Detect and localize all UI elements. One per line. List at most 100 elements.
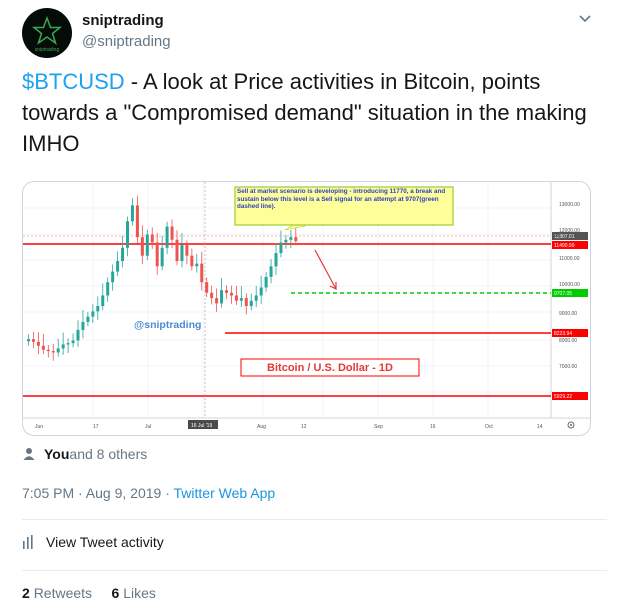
candle-body <box>76 329 80 341</box>
tweet-body: - A look at Price activities in Bitcoin,… <box>22 69 587 156</box>
candlestick-series <box>27 195 298 361</box>
candle-body <box>185 245 189 256</box>
candle-body <box>140 237 144 256</box>
chevron-down-icon[interactable] <box>576 12 594 26</box>
crosshair-date-tag <box>188 420 218 429</box>
candle-body <box>31 339 35 342</box>
person-icon <box>22 447 36 461</box>
candle-body <box>215 298 219 304</box>
x-tick-label: 17 <box>93 424 99 430</box>
x-tick-label: Oct <box>485 424 493 430</box>
meta-separator: · <box>161 485 174 501</box>
candle-body <box>41 345 45 350</box>
candle-body <box>116 261 120 272</box>
y-tick-label: 9000.00 <box>559 311 577 317</box>
candle-body <box>106 282 110 296</box>
candle-body <box>195 263 199 267</box>
candle-body <box>160 247 164 267</box>
cashtag-link[interactable]: $BTCUSD <box>22 69 125 94</box>
x-tick-label: 16 Jul '19 <box>191 423 212 429</box>
liked-by[interactable]: You and 8 others <box>22 446 147 462</box>
view-activity-label: View Tweet activity <box>46 534 164 550</box>
likes-count-link[interactable]: 6 Likes <box>111 585 156 601</box>
candle-body <box>71 340 75 344</box>
candle-body <box>180 245 184 261</box>
candle-body <box>234 295 238 301</box>
candle-body <box>91 311 95 317</box>
candle-body <box>200 263 204 283</box>
divider <box>22 570 607 571</box>
chart-title-box <box>240 358 420 377</box>
x-tick-label: 14 <box>537 424 543 430</box>
candle-body <box>294 237 298 242</box>
candle-body <box>36 341 40 346</box>
candle-body <box>264 276 268 288</box>
candle-body <box>135 205 139 238</box>
candle-body <box>130 205 134 222</box>
candle-body <box>190 255 194 267</box>
x-tick-label: Jul <box>145 424 151 430</box>
y-tick-label: 8000.00 <box>559 338 577 344</box>
x-tick-label: Sep <box>374 424 383 430</box>
bar-chart-icon <box>22 535 36 549</box>
y-tick-label: 13000.00 <box>559 202 580 208</box>
x-tick-label: Jun <box>35 424 43 430</box>
client-link[interactable]: Twitter Web App <box>173 485 276 501</box>
candle-body <box>170 226 174 240</box>
x-tick-label: Aug <box>257 424 266 430</box>
chart-image[interactable]: 13000.00 12000.00 11000.00 10000.00 9000… <box>22 181 591 436</box>
retweets-count-link[interactable]: 2 Retweets <box>22 585 93 601</box>
svg-text:8223.94: 8223.94 <box>554 331 572 337</box>
avatar[interactable]: sniptrading <box>22 8 72 58</box>
candle-body <box>51 351 55 353</box>
price-tag: 9707.05 <box>552 289 588 297</box>
candle-body <box>259 287 263 296</box>
candle-body <box>279 242 283 254</box>
candle-body <box>46 349 50 352</box>
chart-watermark: @sniptrading <box>134 319 201 331</box>
candle-body <box>274 253 278 267</box>
candle-body <box>126 221 129 248</box>
x-tick-label: 12 <box>301 424 307 430</box>
candle-body <box>81 321 85 330</box>
display-name[interactable]: sniptrading <box>82 12 164 29</box>
candle-body <box>239 298 243 301</box>
candle-body <box>254 295 258 301</box>
engagement-counts: 2 Retweets 6 Likes <box>22 585 156 601</box>
candle-body <box>165 226 169 248</box>
candle-body <box>86 316 90 322</box>
y-tick-label: 12000.00 <box>559 228 580 234</box>
user-handle[interactable]: @sniptrading <box>82 33 171 50</box>
candle-body <box>121 247 125 261</box>
down-arrow <box>314 249 337 290</box>
candle-body <box>269 266 273 277</box>
x-tick-label: 16 <box>430 424 436 430</box>
chart-title: Bitcoin / U.S. Dollar - 1D <box>267 362 393 374</box>
chart-grid <box>23 182 551 418</box>
candle-body <box>61 344 65 349</box>
tweet-meta: 7:05 PM · Aug 9, 2019 · Twitter Web App <box>22 485 275 501</box>
chart-menu-icon[interactable] <box>555 234 560 239</box>
settings-icon[interactable] <box>567 421 575 429</box>
candle-body <box>229 292 233 296</box>
candle-body <box>210 292 214 299</box>
price-tag: 5929.22 <box>552 392 588 400</box>
svg-text:9707.05: 9707.05 <box>554 291 572 297</box>
liked-by-you: You <box>44 446 70 462</box>
candle-body <box>96 306 100 312</box>
svg-text:5929.22: 5929.22 <box>554 394 572 400</box>
timestamp-link[interactable]: 7:05 PM · Aug 9, 2019 <box>22 485 162 501</box>
candle-body <box>289 237 293 240</box>
candle-body <box>66 343 70 345</box>
candle-body <box>27 339 30 342</box>
candle-body <box>56 348 60 353</box>
candle-body <box>150 234 154 243</box>
price-tag: 11807.01 <box>552 232 588 240</box>
liked-by-others: and 8 others <box>69 446 148 462</box>
tweet-text: $BTCUSD - A look at Price activities in … <box>22 66 607 159</box>
view-activity-link[interactable]: View Tweet activity <box>22 534 164 550</box>
candle-body <box>205 282 209 293</box>
annotation-text: Sell at market scenario is developing - … <box>237 188 446 211</box>
divider <box>22 519 607 520</box>
candle-body <box>155 242 159 267</box>
